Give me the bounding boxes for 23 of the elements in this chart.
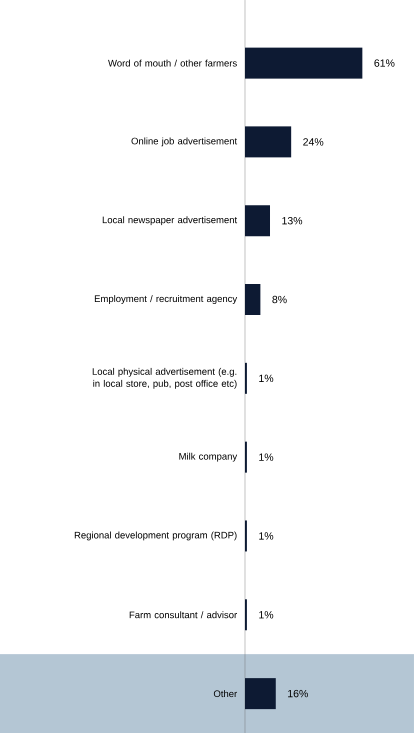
data-label: 1%	[259, 374, 274, 382]
bar	[244, 678, 276, 710]
y-tick-label: Local newspaper advertisement	[102, 216, 238, 226]
y-tick-label: Milk company	[179, 452, 238, 462]
y-tick-label: Local physical advertisement (e.g. in local store, pub, post office etc)	[92, 368, 237, 389]
bar	[244, 284, 260, 316]
y-tick-label: Online job advertisement	[132, 137, 238, 146]
bar	[244, 205, 270, 236]
data-label: 24%	[303, 138, 324, 146]
y-tick-label: Farm consultant / advisor	[130, 611, 238, 618]
y-tick-label: Word of mouth / other farmers	[108, 60, 237, 67]
data-label: 13%	[282, 216, 302, 224]
bar	[244, 126, 292, 158]
bar	[244, 48, 362, 79]
data-label: 61%	[374, 59, 395, 67]
y-tick-label: Regional development program (RDP)	[74, 532, 237, 540]
data-label: 8%	[272, 296, 287, 304]
data-label: 16%	[288, 690, 308, 698]
data-label: 1%	[259, 453, 274, 461]
data-label: 1%	[259, 532, 274, 540]
y-tick-label: Other	[214, 690, 238, 698]
data-label: 1%	[259, 611, 274, 618]
y-tick-label: Employment / recruitment agency	[94, 295, 238, 304]
